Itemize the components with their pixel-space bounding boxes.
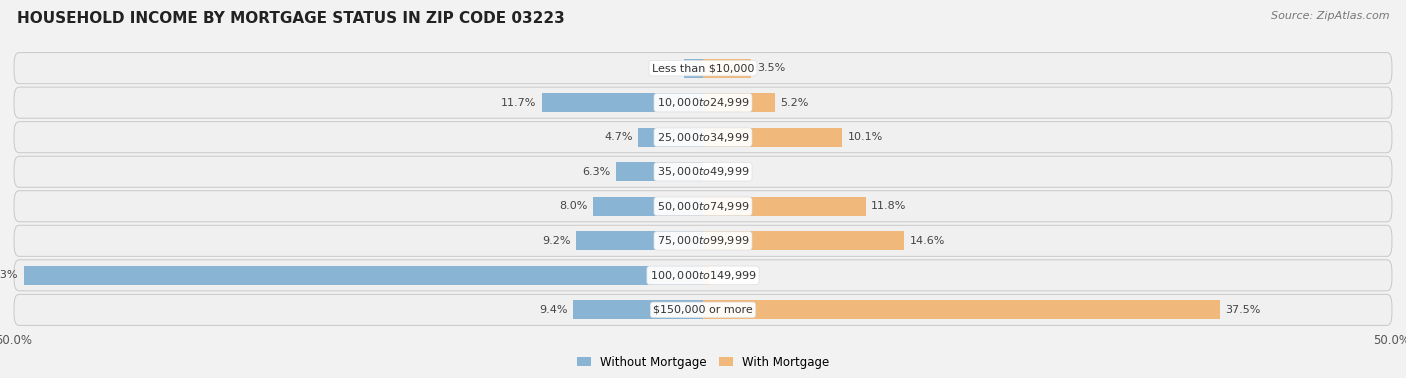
Bar <box>616 162 703 181</box>
Bar <box>703 266 709 285</box>
Text: $50,000 to $74,999: $50,000 to $74,999 <box>657 200 749 213</box>
Text: $25,000 to $34,999: $25,000 to $34,999 <box>657 131 749 144</box>
Bar <box>683 59 703 77</box>
Text: Source: ZipAtlas.com: Source: ZipAtlas.com <box>1271 11 1389 21</box>
Text: 9.4%: 9.4% <box>540 305 568 315</box>
Text: 11.7%: 11.7% <box>501 98 536 108</box>
Bar <box>24 266 703 285</box>
Text: $10,000 to $24,999: $10,000 to $24,999 <box>657 96 749 109</box>
Bar <box>703 93 775 112</box>
Text: 6.3%: 6.3% <box>582 167 610 177</box>
Text: 14.6%: 14.6% <box>910 236 945 246</box>
Text: 0.41%: 0.41% <box>714 270 749 280</box>
Bar <box>593 197 703 216</box>
Text: $75,000 to $99,999: $75,000 to $99,999 <box>657 234 749 247</box>
FancyBboxPatch shape <box>14 53 1392 84</box>
FancyBboxPatch shape <box>14 87 1392 118</box>
Text: HOUSEHOLD INCOME BY MORTGAGE STATUS IN ZIP CODE 03223: HOUSEHOLD INCOME BY MORTGAGE STATUS IN Z… <box>17 11 565 26</box>
Text: 0.0%: 0.0% <box>710 167 738 177</box>
Text: 11.8%: 11.8% <box>872 201 907 211</box>
Text: $35,000 to $49,999: $35,000 to $49,999 <box>657 165 749 178</box>
Text: $150,000 or more: $150,000 or more <box>654 305 752 315</box>
Text: 3.5%: 3.5% <box>756 63 785 73</box>
Bar <box>574 301 703 319</box>
Bar <box>703 197 866 216</box>
FancyBboxPatch shape <box>14 191 1392 222</box>
Text: Less than $10,000: Less than $10,000 <box>652 63 754 73</box>
Bar <box>703 128 842 147</box>
Text: 1.4%: 1.4% <box>650 63 678 73</box>
Text: 8.0%: 8.0% <box>558 201 588 211</box>
Text: 4.7%: 4.7% <box>605 132 633 142</box>
Text: 37.5%: 37.5% <box>1225 305 1261 315</box>
Bar <box>541 93 703 112</box>
FancyBboxPatch shape <box>14 260 1392 291</box>
FancyBboxPatch shape <box>14 122 1392 153</box>
Bar <box>638 128 703 147</box>
Text: 5.2%: 5.2% <box>780 98 808 108</box>
Bar <box>703 59 751 77</box>
Bar <box>576 231 703 250</box>
FancyBboxPatch shape <box>14 294 1392 325</box>
Text: 10.1%: 10.1% <box>848 132 883 142</box>
Text: 49.3%: 49.3% <box>0 270 18 280</box>
Text: 9.2%: 9.2% <box>543 236 571 246</box>
Bar <box>703 301 1219 319</box>
FancyBboxPatch shape <box>14 225 1392 256</box>
Legend: Without Mortgage, With Mortgage: Without Mortgage, With Mortgage <box>572 351 834 373</box>
Text: $100,000 to $149,999: $100,000 to $149,999 <box>650 269 756 282</box>
FancyBboxPatch shape <box>14 156 1392 187</box>
Bar <box>703 231 904 250</box>
